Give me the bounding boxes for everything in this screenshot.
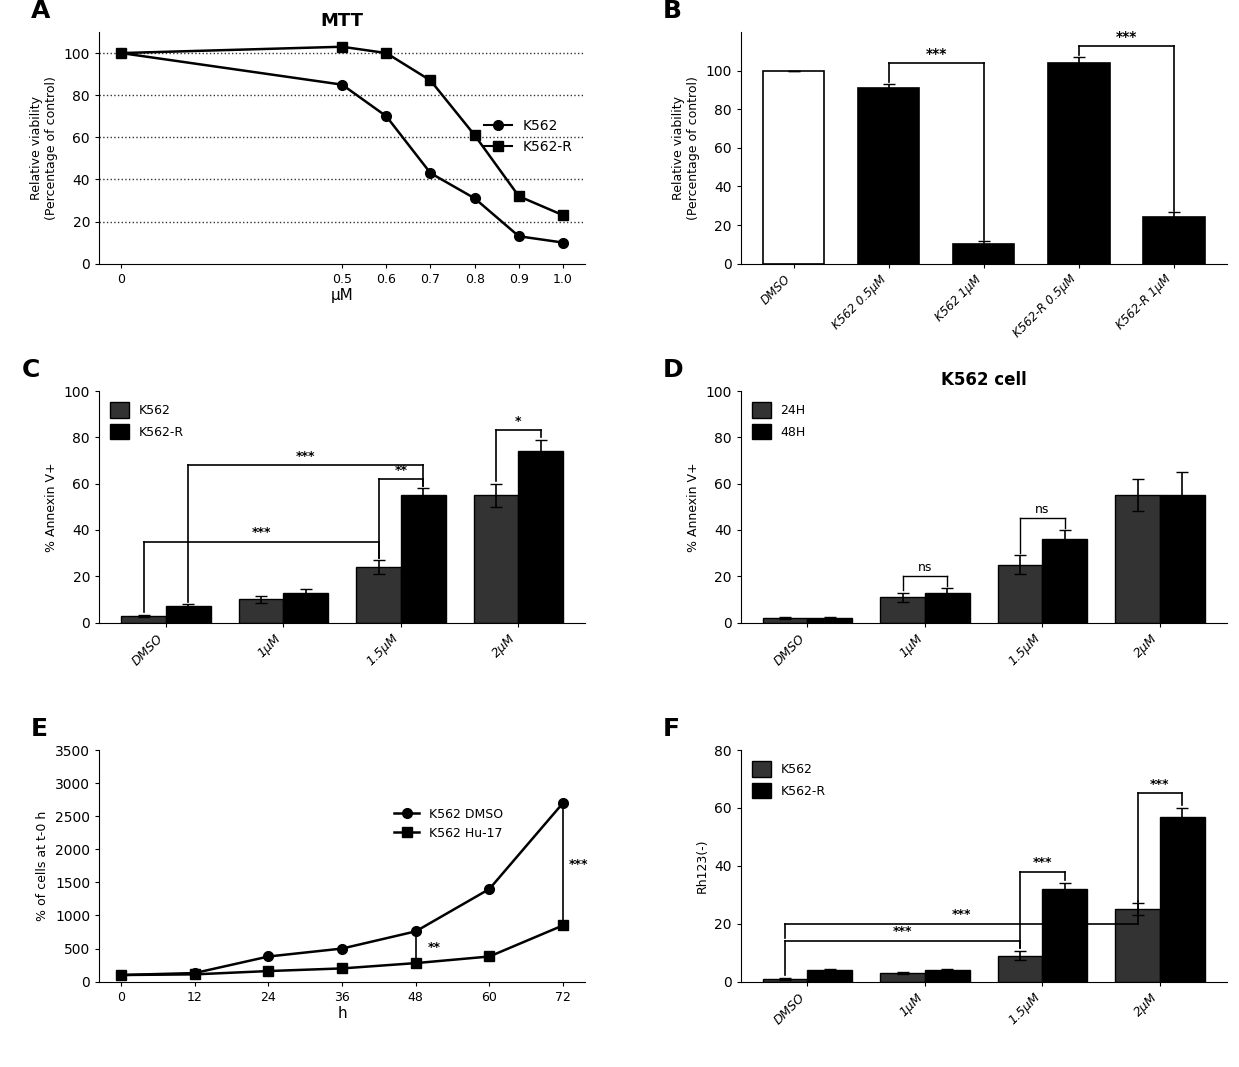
K562 Hu-17 — [114, 969, 129, 982]
K562 Hu-17 — [261, 965, 276, 977]
Bar — [1160, 816, 1204, 982]
Bar — [166, 606, 211, 623]
Line: K562 Hu-17: K562 Hu-17 — [116, 921, 567, 980]
K562 DMSO — [555, 797, 570, 810]
X-axis label: μM: μM — [331, 288, 353, 303]
Text: ***: *** — [952, 908, 971, 921]
Text: D: D — [663, 359, 684, 382]
K562 Hu-17 — [555, 919, 570, 931]
Legend: K562, K562-R: K562, K562-R — [478, 113, 579, 159]
K562 DMSO — [114, 969, 129, 982]
Bar — [997, 564, 1042, 623]
Text: C: C — [21, 359, 40, 382]
Y-axis label: % Annexin V+: % Annexin V+ — [686, 462, 700, 552]
K562 DMSO — [261, 950, 276, 962]
Bar — [880, 973, 924, 982]
Bar — [401, 495, 446, 623]
Text: *: * — [515, 415, 522, 428]
K562 Hu-17 — [335, 962, 349, 975]
Legend: 24H, 48H: 24H, 48H — [747, 397, 810, 444]
Text: A: A — [31, 0, 51, 23]
Legend: K562, K562-R: K562, K562-R — [105, 397, 190, 444]
Text: ***: *** — [926, 47, 947, 61]
Text: ***: *** — [569, 858, 589, 871]
Bar — [1048, 63, 1109, 264]
Text: E: E — [31, 717, 48, 742]
Legend: K562, K562-R: K562, K562-R — [747, 757, 830, 803]
Bar — [997, 956, 1042, 982]
K562 Hu-17 — [187, 968, 202, 981]
Text: F: F — [663, 717, 680, 742]
K562 Hu-17 — [482, 950, 497, 962]
Bar — [518, 451, 563, 623]
Text: ***: *** — [296, 450, 316, 463]
Y-axis label: Relative viability
(Percentage of control): Relative viability (Percentage of contro… — [30, 76, 58, 220]
Bar — [1115, 909, 1160, 982]
Text: **: ** — [394, 464, 408, 477]
Bar — [808, 970, 852, 982]
Text: **: ** — [427, 941, 441, 954]
Bar — [1042, 539, 1087, 623]
K562 Hu-17 — [409, 957, 424, 970]
Text: ***: *** — [1150, 778, 1170, 791]
Bar — [808, 618, 852, 623]
Bar — [284, 592, 328, 623]
Bar — [763, 618, 808, 623]
Bar — [1142, 218, 1204, 264]
K562 DMSO — [409, 925, 424, 938]
X-axis label: h: h — [337, 1006, 347, 1021]
Text: ***: *** — [1115, 30, 1137, 44]
Title: MTT: MTT — [321, 13, 363, 31]
Bar — [924, 970, 969, 982]
Title: K562 cell: K562 cell — [940, 371, 1026, 389]
Text: ***: *** — [893, 925, 912, 938]
K562 DMSO — [482, 882, 497, 895]
Bar — [880, 598, 924, 623]
Legend: K562 DMSO, K562 Hu-17: K562 DMSO, K562 Hu-17 — [389, 802, 508, 845]
Bar — [473, 495, 518, 623]
K562 DMSO — [335, 942, 349, 955]
Bar — [357, 567, 401, 623]
Bar — [763, 70, 824, 264]
Text: ns: ns — [1035, 503, 1049, 516]
Y-axis label: % of cells at t-0 h: % of cells at t-0 h — [36, 811, 50, 921]
Bar — [763, 978, 808, 982]
Bar — [1042, 889, 1087, 982]
Y-axis label: Relative viability
(Percentage of control): Relative viability (Percentage of contro… — [672, 76, 700, 220]
K562 DMSO — [187, 967, 202, 980]
Bar — [924, 592, 969, 623]
Bar — [1160, 495, 1204, 623]
Bar — [857, 87, 919, 264]
Bar — [239, 600, 284, 623]
Text: ns: ns — [918, 561, 932, 574]
Text: ***: *** — [252, 526, 271, 539]
Text: B: B — [663, 0, 681, 23]
Y-axis label: % Annexin V+: % Annexin V+ — [45, 462, 58, 552]
Y-axis label: Rh123(-): Rh123(-) — [695, 839, 709, 893]
Line: K562 DMSO: K562 DMSO — [116, 798, 567, 980]
Bar — [1115, 495, 1160, 623]
Text: ***: *** — [1032, 856, 1052, 869]
Bar — [953, 244, 1015, 264]
Bar — [121, 616, 166, 623]
